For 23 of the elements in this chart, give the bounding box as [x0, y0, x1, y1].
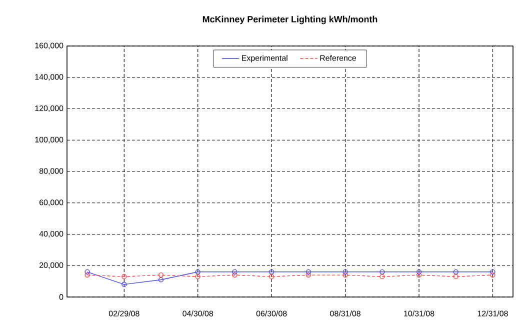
point: [158, 277, 164, 282]
point: [195, 274, 200, 280]
point: [490, 272, 496, 278]
point: [232, 272, 238, 278]
point: [269, 269, 274, 274]
point: [269, 274, 274, 280]
point: [416, 269, 422, 274]
point: [342, 269, 348, 274]
point: [122, 282, 127, 287]
point: [306, 269, 311, 274]
point: [453, 274, 458, 280]
point: [84, 272, 90, 278]
point: [232, 269, 238, 274]
point: [306, 272, 311, 278]
point: [380, 269, 385, 274]
chart-title: McKinney Perimeter Lighting kWh/month: [202, 16, 378, 24]
point: [416, 272, 422, 278]
point: [158, 272, 164, 278]
point: [342, 272, 348, 278]
point: [195, 269, 200, 274]
point: [380, 274, 385, 280]
point: [122, 274, 127, 280]
point: [453, 269, 458, 274]
